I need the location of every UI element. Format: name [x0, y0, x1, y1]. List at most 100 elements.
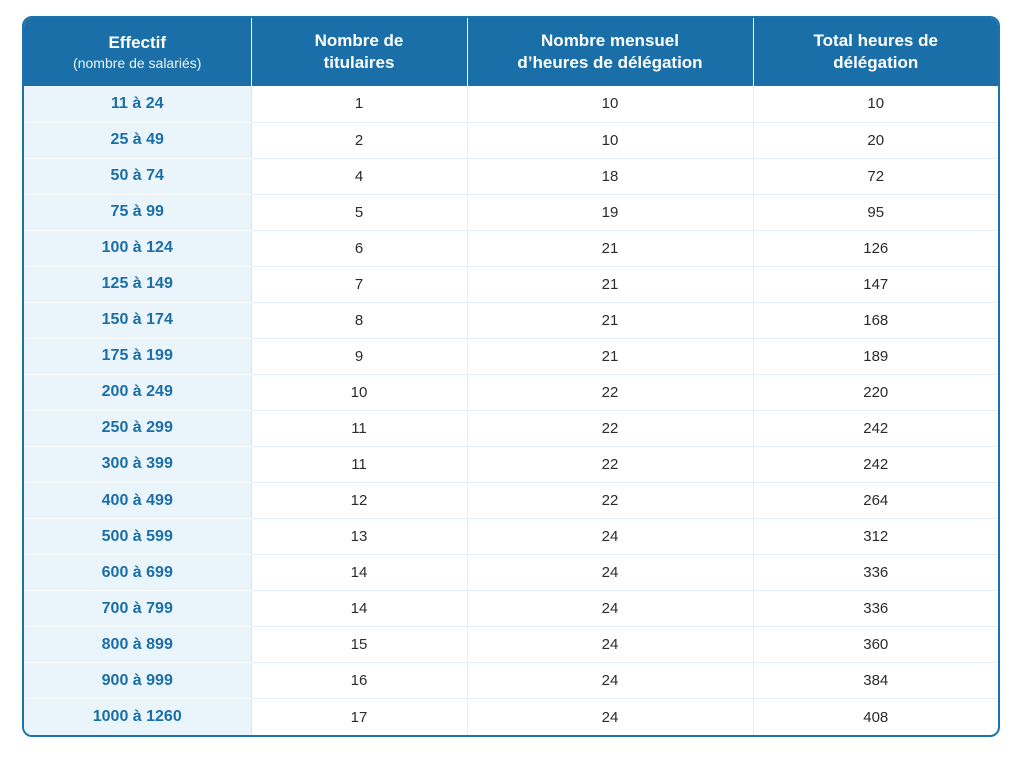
table-row: 1000 à 1260 17 24 408: [24, 698, 998, 735]
total-heures-cell: 72: [753, 158, 998, 195]
titulaires-cell: 11: [251, 410, 468, 447]
table-row: 25 à 49 2 10 20: [24, 122, 998, 159]
effectif-cell: 200 à 249: [24, 374, 252, 411]
titulaires-cell: 7: [251, 266, 468, 303]
table-row: 300 à 399 11 22 242: [24, 446, 998, 484]
effectif-cell: 600 à 699: [24, 554, 252, 592]
total-heures-cell: 242: [753, 446, 998, 484]
titulaires-cell: 12: [251, 482, 468, 520]
table-row: 175 à 199 9 21 189: [24, 338, 998, 375]
total-heures-cell: 408: [863, 708, 889, 726]
titulaires-cell: 14: [251, 590, 468, 628]
titulaires-cell: 16: [251, 662, 468, 700]
effectif-cell: 50 à 74: [24, 158, 252, 195]
titulaires-cell: 15: [251, 626, 468, 664]
header-titulaires-line2: titulaires: [323, 53, 395, 72]
header-row: Effectif (nombre de salariés) Nombre de …: [24, 18, 998, 86]
heures-mensuelles-cell: 10: [467, 86, 754, 123]
total-heures-cell: 336: [753, 590, 998, 628]
table-row: 200 à 249 10 22 220: [24, 374, 998, 411]
table-row: 600 à 699 14 24 336: [24, 554, 998, 592]
heures-mensuelles-cell: 24: [467, 698, 754, 735]
total-heures-cell: 147: [753, 266, 998, 303]
titulaires-cell: 5: [251, 194, 468, 231]
header-heures-mensuelles-line2: d’heures de délégation: [517, 53, 703, 72]
titulaires-cell: 14: [251, 554, 468, 592]
heures-mensuelles-cell: 24: [467, 518, 754, 556]
table-row: 125 à 149 7 21 147: [24, 266, 998, 303]
heures-mensuelles-cell: 24: [467, 626, 754, 664]
header-heures-mensuelles: Nombre mensuel d’heures de délégation: [467, 18, 754, 86]
header-total-heures-line1: Total heures de: [813, 31, 938, 50]
titulaires-cell: 11: [251, 446, 468, 484]
effectif-cell: 125 à 149: [24, 266, 252, 303]
effectif-cell: 175 à 199: [24, 338, 252, 375]
total-heures-cell: 220: [753, 374, 998, 411]
titulaires-cell: 9: [251, 338, 468, 375]
heures-mensuelles-cell: 24: [467, 554, 754, 592]
table-row: 500 à 599 13 24 312: [24, 518, 998, 556]
header-effectif: Effectif (nombre de salariés): [24, 18, 252, 86]
heures-mensuelles-cell: 19: [467, 194, 754, 231]
total-heures-cell: 20: [753, 122, 998, 159]
heures-mensuelles-cell: 22: [467, 410, 754, 447]
heures-mensuelles-cell: 24: [467, 590, 754, 628]
heures-mensuelles-cell: 21: [467, 230, 754, 267]
total-heures-cell: 360: [753, 626, 998, 664]
effectif-cell: 700 à 799: [24, 590, 252, 628]
total-heures-cell: 189: [753, 338, 998, 375]
heures-mensuelles-cell: 22: [467, 482, 754, 520]
heures-mensuelles-cell: 22: [467, 374, 754, 411]
titulaires-cell: 1: [251, 86, 468, 123]
effectif-cell: 500 à 599: [24, 518, 252, 556]
table-row: 75 à 99 5 19 95: [24, 194, 998, 231]
table-row: 150 à 174 8 21 168: [24, 302, 998, 339]
header-heures-mensuelles-line1: Nombre mensuel: [541, 31, 679, 50]
table-row: 900 à 999 16 24 384: [24, 662, 998, 700]
titulaires-cell: 10: [251, 374, 468, 411]
total-heures-cell: 168: [753, 302, 998, 339]
effectif-cell: 800 à 899: [24, 626, 252, 664]
total-heures-cell: 95: [753, 194, 998, 231]
delegation-hours-table: Effectif (nombre de salariés) Nombre de …: [22, 16, 1000, 737]
effectif-cell: 300 à 399: [24, 446, 252, 484]
heures-mensuelles-cell: 21: [467, 302, 754, 339]
effectif-cell: 150 à 174: [24, 302, 252, 339]
header-total-heures-line2: délégation: [833, 53, 919, 72]
heures-mensuelles-cell: 21: [467, 266, 754, 303]
total-heures-cell: 126: [753, 230, 998, 267]
total-heures-cell: 264: [753, 482, 998, 520]
table-row: 800 à 899 15 24 360: [24, 626, 998, 664]
table-row: 400 à 499 12 22 264: [24, 482, 998, 520]
effectif-cell: 75 à 99: [24, 194, 252, 231]
effectif-cell: 900 à 999: [24, 662, 252, 700]
effectif-cell: 100 à 124: [24, 230, 252, 267]
heures-mensuelles-cell: 22: [467, 446, 754, 484]
total-heures-cell: 10: [753, 86, 998, 123]
effectif-cell: 11 à 24: [24, 86, 252, 123]
table-header: Effectif (nombre de salariés) Nombre de …: [24, 18, 998, 86]
header-titulaires-line1: Nombre de: [314, 31, 404, 50]
titulaires-cell: 8: [251, 302, 468, 339]
effectif-cell: 1000 à 1260: [24, 698, 252, 735]
total-heures-cell: 384: [753, 662, 998, 700]
heures-mensuelles-cell: 24: [467, 662, 754, 700]
header-effectif-title: Effectif: [108, 33, 167, 52]
header-titulaires: Nombre de titulaires: [251, 18, 468, 86]
effectif-cell: 250 à 299: [24, 410, 252, 447]
titulaires-cell: 2: [251, 122, 468, 159]
table-row: 11 à 24 1 10 10: [24, 86, 998, 123]
heures-mensuelles-cell: 21: [467, 338, 754, 375]
table-row: 250 à 299 11 22 242: [24, 410, 998, 447]
total-heures-cell: 312: [753, 518, 998, 556]
table: Effectif (nombre de salariés) Nombre de …: [24, 18, 998, 735]
titulaires-cell: 4: [251, 158, 468, 195]
header-effectif-subtitle: (nombre de salariés): [73, 55, 202, 71]
table-body: 11 à 24 1 10 10 25 à 49 2 10 20 50 à 74 4 18 72 75 à…: [24, 86, 998, 735]
table-row: 100 à 124 6 21 126: [24, 230, 998, 267]
heures-mensuelles-cell: 18: [467, 158, 754, 195]
titulaires-cell: 6: [251, 230, 468, 267]
heures-mensuelles-cell: 10: [467, 122, 754, 159]
total-heures-cell: 336: [753, 554, 998, 592]
table-row: 50 à 74 4 18 72: [24, 158, 998, 195]
